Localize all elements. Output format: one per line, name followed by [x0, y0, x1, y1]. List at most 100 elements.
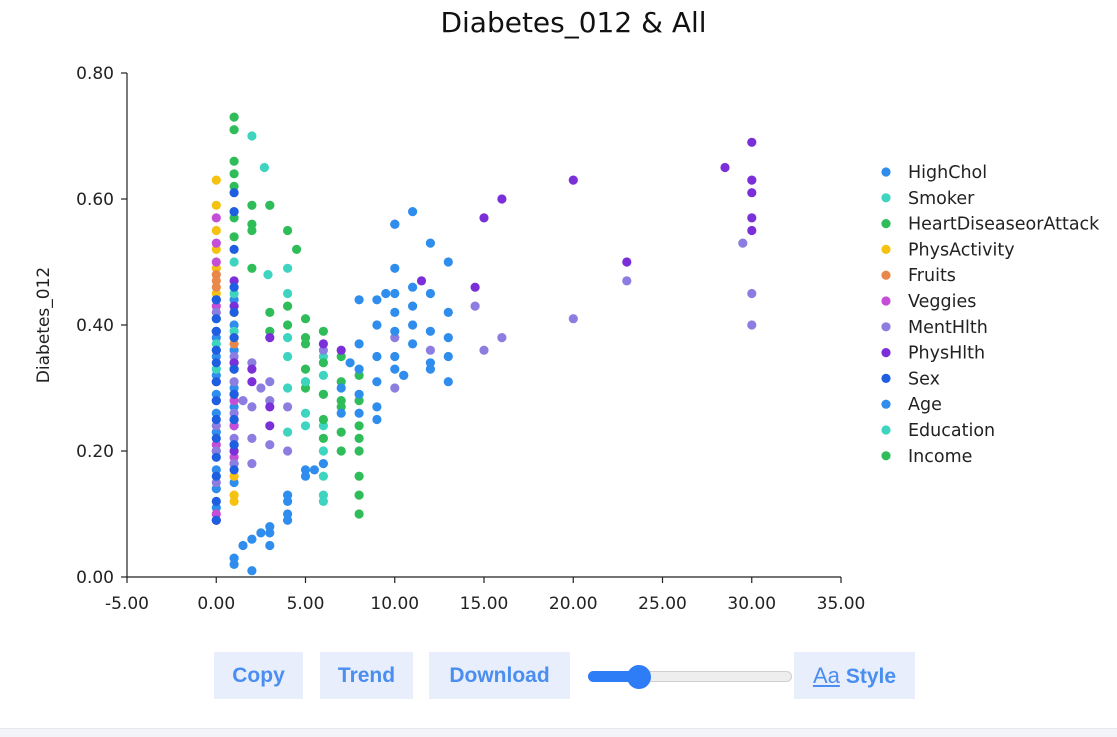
data-point: [318, 370, 328, 380]
data-point: [300, 333, 311, 343]
data-point: [354, 339, 364, 349]
data-point: [211, 200, 221, 210]
data-point: [390, 263, 400, 273]
data-point: [318, 496, 328, 506]
data-point: [354, 396, 364, 406]
legend-item[interactable]: PhysHlth: [881, 344, 985, 364]
legend-marker: [881, 348, 891, 358]
data-point: [256, 383, 266, 393]
legend-item[interactable]: Income: [881, 447, 972, 467]
data-point: [247, 131, 257, 141]
data-point: [354, 509, 364, 519]
style-button[interactable]: Aa Style: [794, 652, 915, 699]
data-point: [497, 333, 507, 343]
data-point: [229, 333, 239, 343]
legend-item[interactable]: Veggies: [881, 292, 976, 312]
data-point: [318, 471, 328, 481]
legend-item[interactable]: Fruits: [881, 266, 956, 286]
data-point: [283, 515, 293, 525]
trend-button[interactable]: Trend: [320, 652, 413, 699]
data-point: [568, 314, 578, 324]
data-point: [372, 295, 382, 305]
data-point: [354, 295, 364, 305]
y-tick-label: 0.60: [76, 190, 114, 210]
data-point: [247, 219, 257, 229]
data-point: [747, 213, 757, 223]
data-point: [300, 465, 311, 475]
x-tick-label: 5.00: [287, 594, 325, 614]
data-point: [336, 396, 346, 406]
data-point: [408, 301, 418, 311]
size-slider[interactable]: [588, 665, 793, 689]
slider-thumb[interactable]: [627, 665, 651, 689]
data-point: [229, 112, 239, 122]
data-point: [390, 333, 400, 343]
legend-item[interactable]: Education: [881, 421, 995, 441]
data-point: [229, 377, 239, 387]
data-point: [247, 263, 257, 273]
data-point: [283, 263, 293, 273]
legend-marker: [881, 451, 891, 461]
data-point: [229, 496, 239, 506]
legend-label: HighChol: [908, 163, 987, 183]
data-point: [211, 364, 221, 374]
data-point: [720, 162, 730, 173]
data-point: [408, 282, 418, 292]
data-point: [318, 433, 328, 443]
x-tick-label: 15.00: [460, 594, 509, 614]
data-point: [211, 270, 221, 280]
data-point: [211, 509, 221, 519]
data-point: [229, 276, 239, 286]
data-point: [318, 358, 328, 368]
legend-item[interactable]: HighChol: [881, 163, 987, 183]
data-point: [229, 320, 239, 330]
copy-button[interactable]: Copy: [214, 652, 303, 699]
data-point: [229, 358, 239, 368]
data-point: [265, 402, 275, 412]
legend-item[interactable]: Age: [881, 395, 942, 415]
legend-item[interactable]: Smoker: [881, 189, 975, 209]
data-point: [265, 396, 275, 406]
data-point: [318, 389, 328, 399]
data-point: [300, 383, 311, 393]
data-point: [283, 490, 293, 500]
data-point: [238, 396, 248, 406]
data-point: [229, 465, 239, 475]
legend-label: MentHlth: [908, 318, 988, 338]
data-point: [265, 540, 275, 551]
data-point: [283, 320, 293, 330]
data-point: [229, 351, 239, 362]
chart-toolbar: Copy Trend Download Aa Style: [0, 652, 1117, 702]
legend[interactable]: HighChol Smoker HeartDiseaseorAttack PhysAc…: [881, 163, 1100, 467]
y-axis-ticks: 0.00 0.20 0.40 0.60 0.80: [76, 64, 127, 588]
data-point: [479, 213, 489, 223]
data-point: [283, 288, 293, 299]
data-point: [229, 188, 239, 198]
data-point: [211, 515, 221, 525]
data-point: [300, 314, 311, 324]
data-point: [283, 351, 293, 362]
data-point: [336, 383, 346, 393]
legend-item[interactable]: Sex: [881, 369, 940, 389]
data-point: [211, 326, 221, 336]
data-point: [247, 402, 257, 412]
legend-label: Smoker: [908, 189, 975, 209]
data-point: [300, 364, 311, 374]
download-button[interactable]: Download: [429, 652, 570, 699]
legend-marker: [881, 373, 891, 383]
legend-item[interactable]: MentHlth: [881, 318, 988, 338]
legend-marker: [881, 322, 891, 332]
data-point: [247, 566, 257, 576]
data-point: [390, 307, 400, 317]
legend-item[interactable]: HeartDiseaseorAttack: [881, 215, 1100, 235]
y-tick-label: 0.20: [76, 442, 114, 462]
legend-item[interactable]: PhysActivity: [881, 240, 1015, 260]
legend-label: Age: [908, 395, 942, 415]
data-point: [336, 427, 346, 437]
data-point: [229, 421, 239, 431]
data-point: [479, 345, 489, 355]
data-point: [211, 427, 221, 437]
data-point: [211, 496, 221, 506]
data-point: [259, 162, 269, 173]
data-point: [211, 295, 221, 305]
